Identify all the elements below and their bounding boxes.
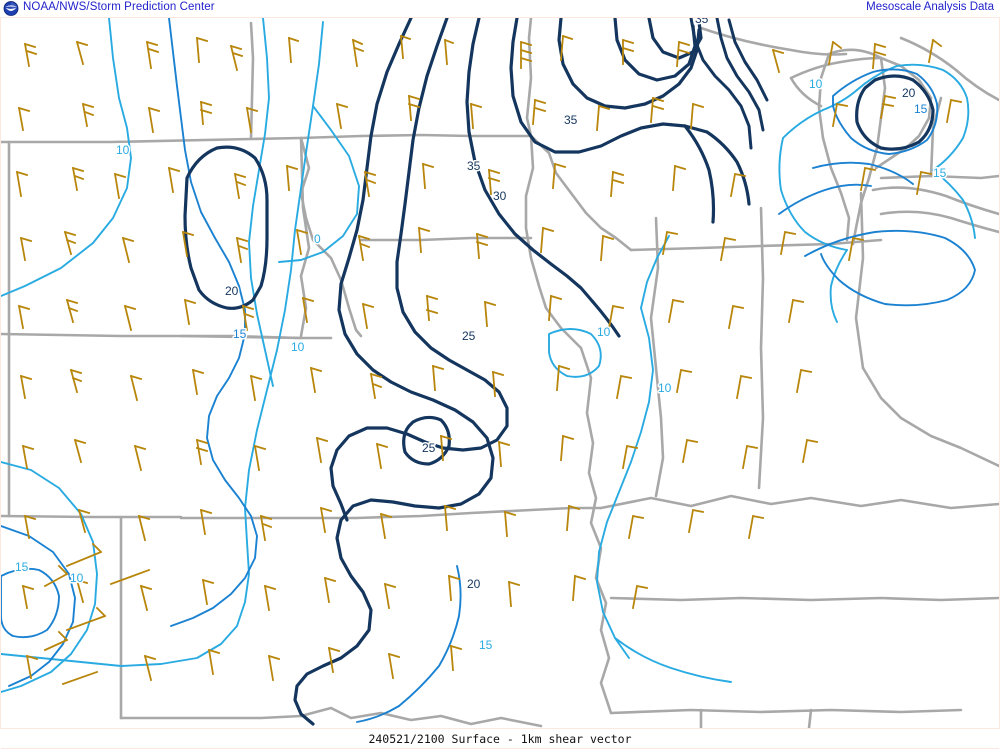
noaa-seagull-icon[interactable]: [3, 1, 19, 16]
contour-level-35: [509, 18, 751, 224]
contour-label: 10: [116, 143, 130, 157]
contour-label: 15: [233, 327, 247, 341]
contour-level-30: [465, 18, 621, 338]
contour-label: 35: [695, 18, 709, 26]
contour-label: 30: [493, 189, 507, 203]
contour-label: 15: [914, 102, 928, 116]
contour-label: 10: [70, 571, 84, 585]
state-borders: [1, 18, 999, 728]
contour-label: 0: [314, 232, 321, 246]
page-title: NOAA/NWS/Storm Prediction Center: [23, 1, 215, 13]
map-canvas[interactable]: 10 0 20 15 10 35 35 35 30 25 25 10 10 20 15 15 10 10 20 15 1…: [0, 17, 1000, 729]
contour-label: 25: [422, 441, 436, 455]
contour-label: 35: [467, 159, 481, 173]
contour-label: 15: [479, 638, 493, 652]
contour-level-15: [1, 18, 976, 723]
map-caption: 240521/2100 Surface - 1km shear vector: [368, 732, 632, 746]
contour-label: 15: [15, 560, 29, 574]
contour-label: 20: [225, 284, 239, 298]
wind-barb-field: [15, 34, 963, 686]
contour-label: 10: [291, 340, 305, 354]
contour-label: 10: [809, 77, 823, 91]
contour-label: 35: [564, 113, 578, 127]
dataset-title: Mesoscale Analysis Data: [866, 1, 994, 13]
contour-gradient-lines: [689, 18, 769, 150]
contour-label: 10: [597, 325, 611, 339]
page-header: NOAA/NWS/Storm Prediction Center Mesosca…: [0, 0, 1000, 17]
contour-label: 20: [902, 86, 916, 100]
contour-label: 15: [933, 166, 947, 180]
contour-level-10: [1, 18, 976, 693]
contour-level-20: [183, 18, 935, 726]
contour-label: 25: [462, 329, 476, 343]
page-footer: 240521/2100 Surface - 1km shear vector: [0, 729, 1000, 750]
contour-label: 20: [467, 577, 481, 591]
contour-level-25: [329, 18, 509, 522]
contour-label: 10: [658, 381, 672, 395]
contour-map-svg: 10 0 20 15 10 35 35 35 30 25 25 10 10 20 15 15 10 10 20 15 1…: [1, 18, 999, 728]
footer-divider: [1, 748, 999, 749]
contour-labels: 10 0 20 15 10 35 35 35 30 25 25 10 10 20 15 15 10 10 20 15 1…: [14, 18, 949, 654]
